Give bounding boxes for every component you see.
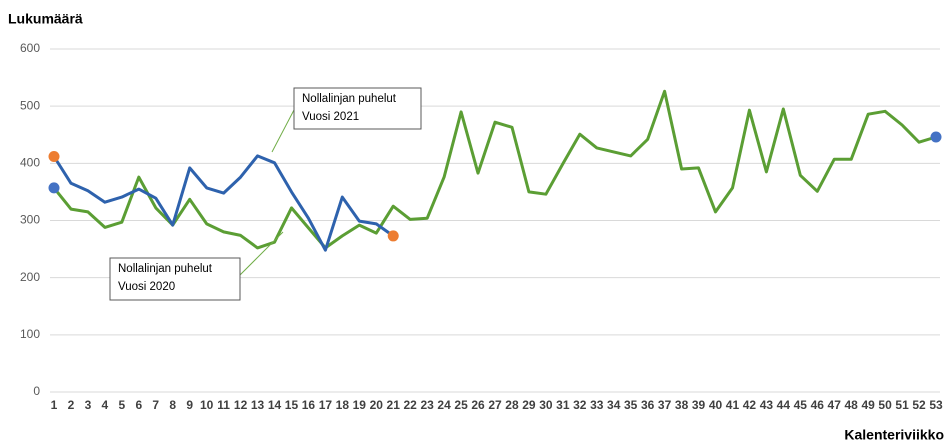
x-tick-label: 23 xyxy=(420,398,434,412)
x-tick-label: 45 xyxy=(794,398,808,412)
x-tick-label: 4 xyxy=(102,398,109,412)
x-tick-label: 41 xyxy=(726,398,740,412)
x-tick-label: 9 xyxy=(186,398,193,412)
x-tick-label: 13 xyxy=(251,398,265,412)
end-marker xyxy=(387,230,399,242)
end-marker xyxy=(930,131,942,143)
x-tick-label: 53 xyxy=(929,398,943,412)
x-tick-label: 32 xyxy=(573,398,587,412)
x-tick-label: 25 xyxy=(454,398,468,412)
x-tick-label: 10 xyxy=(200,398,214,412)
x-tick-label: 3 xyxy=(85,398,92,412)
x-tick-label: 2 xyxy=(68,398,75,412)
x-tick-label: 44 xyxy=(777,398,791,412)
x-tick-label: 39 xyxy=(692,398,706,412)
x-tick-label: 14 xyxy=(268,398,282,412)
x-tick-label: 22 xyxy=(404,398,418,412)
x-tick-label: 38 xyxy=(675,398,689,412)
x-tick-label: 19 xyxy=(353,398,367,412)
y-tick-label: 500 xyxy=(20,98,40,112)
x-tick-label: 40 xyxy=(709,398,723,412)
x-tick-label: 35 xyxy=(624,398,638,412)
annotation-box xyxy=(109,257,241,301)
annotation-text: Nollalinjan puhelut xyxy=(118,263,213,275)
x-tick-label: 1 xyxy=(51,398,58,412)
x-tick-label: 29 xyxy=(522,398,536,412)
x-tick-label: 11 xyxy=(217,398,230,412)
x-tick-label: 7 xyxy=(152,398,159,412)
x-tick-label: 5 xyxy=(119,398,126,412)
x-tick-label: 37 xyxy=(658,398,672,412)
x-tick-label: 51 xyxy=(895,398,909,412)
y-axis-label: Lukumäärä xyxy=(8,11,83,27)
y-tick-label: 200 xyxy=(20,270,40,284)
x-tick-label: 12 xyxy=(234,398,248,412)
x-tick-label: 16 xyxy=(302,398,316,412)
x-tick-label: 28 xyxy=(505,398,519,412)
annotation-leader xyxy=(239,231,284,276)
x-tick-label: 17 xyxy=(319,398,333,412)
x-tick-label: 21 xyxy=(387,398,401,412)
x-tick-label: 36 xyxy=(641,398,655,412)
end-marker xyxy=(48,150,60,162)
x-tick-label: 47 xyxy=(828,398,842,412)
annotation-leader xyxy=(271,109,295,153)
y-tick-label: 600 xyxy=(20,41,40,55)
x-tick-label: 43 xyxy=(760,398,774,412)
annotation-box xyxy=(293,87,422,130)
end-marker xyxy=(48,182,60,194)
annotation-text: Vuosi 2021 xyxy=(302,111,359,123)
y-tick-label: 300 xyxy=(20,213,40,227)
x-tick-label: 31 xyxy=(556,398,570,412)
x-tick-label: 49 xyxy=(861,398,875,412)
x-tick-label: 20 xyxy=(370,398,384,412)
x-tick-label: 48 xyxy=(845,398,859,412)
x-tick-label: 46 xyxy=(811,398,825,412)
x-tick-label: 18 xyxy=(336,398,350,412)
x-tick-label: 50 xyxy=(878,398,892,412)
x-tick-label: 24 xyxy=(437,398,451,412)
x-tick-label: 34 xyxy=(607,398,621,412)
x-tick-label: 33 xyxy=(590,398,604,412)
series-line xyxy=(52,154,395,252)
x-tick-label: 52 xyxy=(912,398,926,412)
x-tick-label: 8 xyxy=(169,398,176,412)
x-tick-label: 26 xyxy=(471,398,485,412)
x-tick-label: 30 xyxy=(539,398,553,412)
x-tick-label: 6 xyxy=(135,398,142,412)
x-tick-label: 15 xyxy=(285,398,299,412)
series-line xyxy=(52,89,937,250)
x-axis-label: Kalenteriviikko xyxy=(844,427,944,443)
y-tick-label: 400 xyxy=(20,156,40,170)
y-tick-label: 0 xyxy=(33,384,40,398)
x-tick-label: 42 xyxy=(743,398,757,412)
x-tick-label: 27 xyxy=(488,398,502,412)
annotation-text: Nollalinjan puhelut xyxy=(302,93,397,105)
y-tick-label: 100 xyxy=(20,327,40,341)
annotation-text: Vuosi 2020 xyxy=(118,281,175,293)
